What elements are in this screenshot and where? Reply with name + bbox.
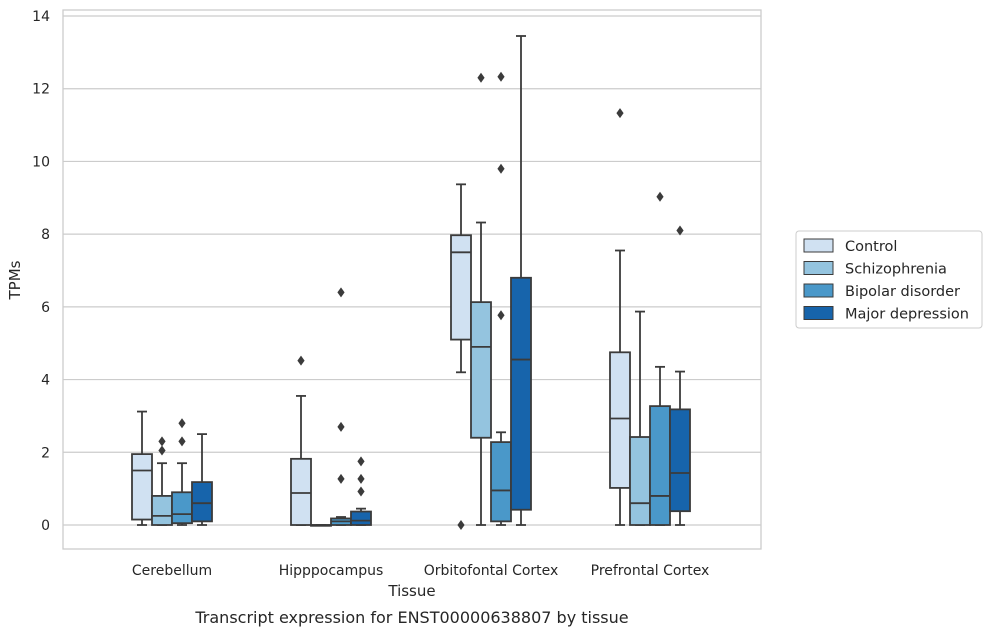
box-control-3 bbox=[609, 108, 631, 526]
outlier-point bbox=[497, 310, 505, 321]
y-tick-label: 4 bbox=[41, 373, 50, 389]
outlier-point bbox=[357, 473, 365, 484]
box-iqr bbox=[669, 408, 691, 513]
outlier-point bbox=[457, 520, 465, 530]
outlier-point bbox=[676, 225, 684, 236]
box-control-1 bbox=[290, 355, 312, 526]
plot-frame bbox=[62, 9, 762, 550]
box-schizophrenia-3 bbox=[629, 310, 651, 526]
box-iqr bbox=[151, 495, 173, 526]
box-bipolar-disorder-2 bbox=[490, 71, 512, 526]
box-iqr bbox=[510, 276, 532, 511]
box-major-depression-1 bbox=[350, 456, 372, 526]
outlier-point bbox=[616, 108, 624, 119]
legend-frame bbox=[795, 230, 983, 329]
box-iqr bbox=[290, 457, 312, 526]
gridlines bbox=[63, 15, 761, 526]
box-control-2 bbox=[450, 183, 472, 530]
outlier-point bbox=[357, 456, 365, 467]
outlier-point bbox=[656, 191, 664, 202]
box-iqr bbox=[490, 441, 512, 523]
y-tick-label: 6 bbox=[41, 300, 50, 316]
box-iqr bbox=[629, 436, 651, 526]
box-schizophrenia-2 bbox=[470, 72, 492, 526]
outlier-point bbox=[178, 436, 186, 447]
figure-caption: Transcript expression for ENST0000063880… bbox=[194, 608, 628, 627]
y-tick-label: 10 bbox=[32, 154, 50, 170]
box-iqr bbox=[649, 405, 671, 526]
box-major-depression-3 bbox=[669, 225, 691, 526]
outlier-point bbox=[337, 473, 345, 484]
legend-swatch bbox=[803, 238, 834, 253]
outlier-point bbox=[158, 436, 166, 447]
outlier-point bbox=[337, 421, 345, 432]
box-iqr bbox=[609, 351, 631, 489]
y-tick-label: 0 bbox=[41, 518, 50, 534]
box-iqr bbox=[350, 510, 372, 526]
outlier-point bbox=[297, 355, 305, 366]
y-axis-label: TPMs bbox=[6, 260, 24, 300]
outlier-point bbox=[357, 486, 365, 497]
box-major-depression-0 bbox=[191, 433, 213, 526]
x-tick-label: Prefrontal Cortex bbox=[591, 563, 710, 579]
outlier-point bbox=[477, 72, 485, 83]
box-control-0 bbox=[131, 410, 153, 526]
x-tick-label: Hipppocampus bbox=[279, 563, 384, 579]
legend-label: Schizophrenia bbox=[845, 262, 947, 278]
legend-swatch bbox=[803, 283, 834, 298]
legend-swatch bbox=[803, 306, 834, 320]
box-series-group bbox=[131, 35, 691, 530]
box-iqr bbox=[450, 234, 472, 341]
outlier-point bbox=[497, 71, 505, 82]
legend-label: Major depression bbox=[845, 307, 969, 323]
box-major-depression-2 bbox=[510, 35, 532, 526]
box-bipolar-disorder-1 bbox=[330, 287, 352, 526]
x-tick-label: Orbitofontal Cortex bbox=[424, 563, 559, 579]
y-tick-labels: 0 2 4 6 8 10 12 14 bbox=[32, 9, 50, 534]
box-bipolar-disorder-3 bbox=[649, 191, 671, 526]
x-tick-label: Cerebellum bbox=[132, 563, 212, 579]
outlier-point bbox=[497, 163, 505, 174]
x-tick-labels: Cerebellum Hipppocampus Orbitofontal Corte… bbox=[132, 563, 709, 579]
legend: Control Schizophrenia Bipolar disorder Majo… bbox=[795, 230, 983, 329]
box-iqr bbox=[131, 453, 153, 521]
box-bipolar-disorder-0 bbox=[171, 418, 193, 526]
box-schizophrenia-0 bbox=[151, 436, 173, 526]
legend-label: Control bbox=[845, 239, 897, 255]
legend-label: Bipolar disorder bbox=[845, 284, 960, 300]
x-axis-label: Tissue bbox=[387, 582, 435, 600]
box-iqr bbox=[470, 301, 492, 439]
y-tick-label: 2 bbox=[41, 445, 50, 461]
outlier-point bbox=[158, 445, 166, 456]
outlier-point bbox=[178, 418, 186, 429]
outlier-point bbox=[337, 287, 345, 298]
y-tick-label: 14 bbox=[32, 9, 50, 25]
legend-swatch bbox=[803, 261, 834, 275]
y-tick-label: 8 bbox=[41, 227, 50, 243]
box-schizophrenia-1 bbox=[310, 524, 332, 527]
y-tick-label: 12 bbox=[32, 82, 50, 98]
box-iqr bbox=[171, 491, 193, 525]
box-iqr bbox=[191, 481, 213, 523]
